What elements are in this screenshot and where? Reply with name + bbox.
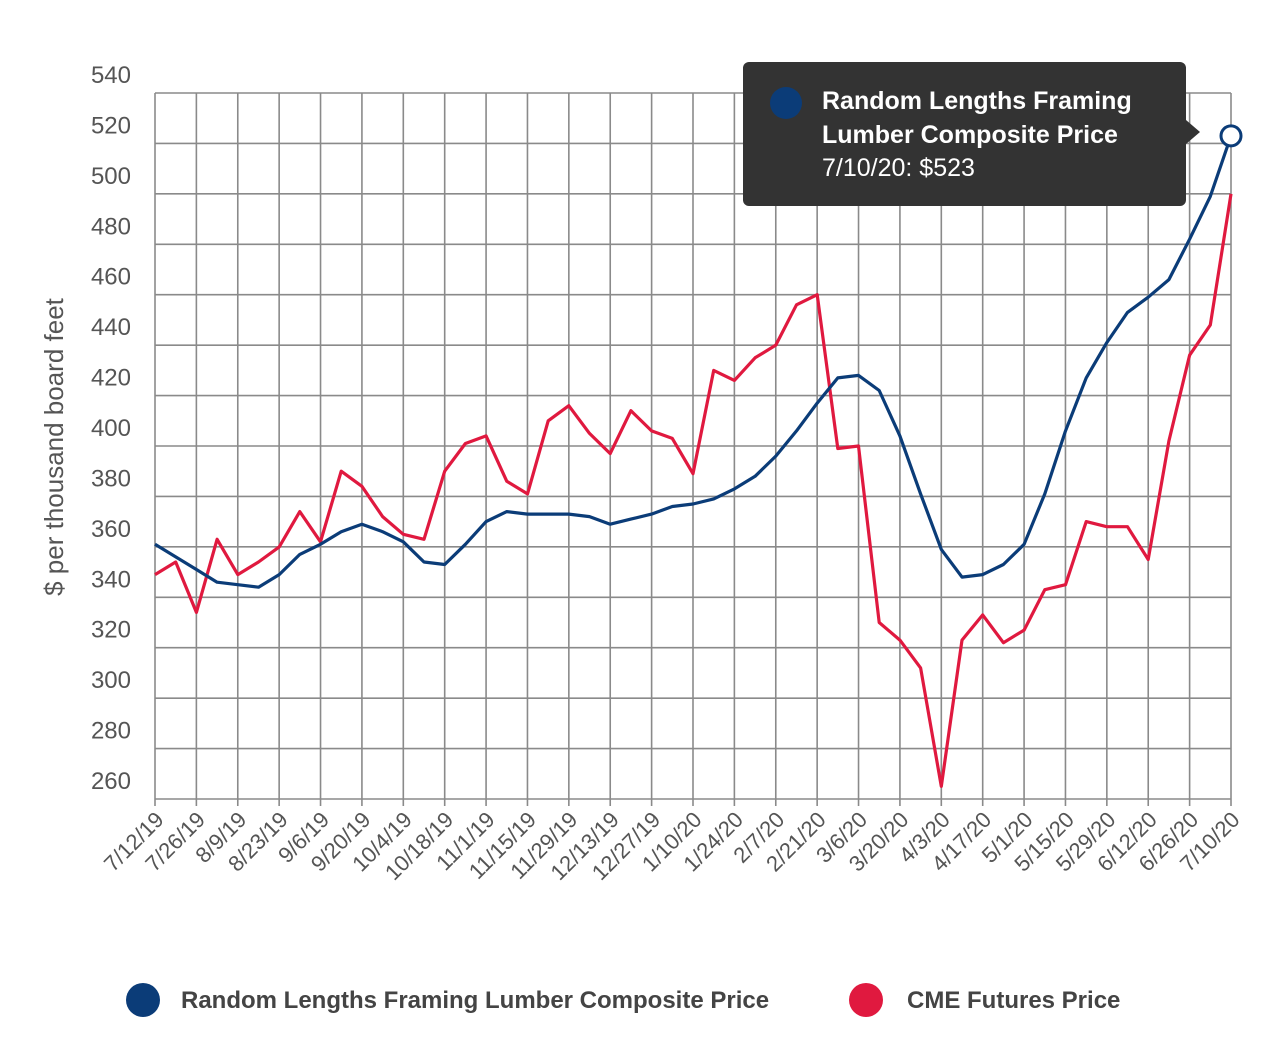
- y-tick-label: 420: [91, 365, 131, 392]
- y-tick-label: 480: [91, 213, 131, 240]
- y-axis-label: $ per thousand board feet: [39, 297, 69, 596]
- tooltip-series-marker: [770, 87, 802, 119]
- tooltip-title-line1: Random Lengths Framing: [822, 87, 1132, 115]
- legend-marker-cme-futures: [849, 983, 883, 1017]
- tooltip-box: [743, 62, 1186, 206]
- tooltip-value: 7/10/20: $523: [822, 154, 975, 182]
- tooltip: Random Lengths Framing Lumber Composite …: [743, 62, 1200, 206]
- y-tick-label: 500: [91, 163, 131, 190]
- legend-item-cme-futures[interactable]: CME Futures Price: [849, 983, 1120, 1017]
- tooltip-title-line2: Lumber Composite Price: [822, 121, 1118, 149]
- legend-label-random-lengths: Random Lengths Framing Lumber Composite …: [181, 987, 769, 1014]
- y-tick-label: 520: [91, 112, 131, 139]
- y-tick-label: 320: [91, 617, 131, 644]
- x-axis-ticks: 7/12/197/26/198/9/198/23/199/6/199/20/19…: [99, 807, 1245, 885]
- series-line-cme-futures: [154, 193, 1233, 789]
- y-tick-label: 260: [91, 768, 131, 795]
- y-tick-label: 360: [91, 516, 131, 543]
- legend-item-random-lengths[interactable]: Random Lengths Framing Lumber Composite …: [126, 983, 769, 1017]
- series-lines: [154, 124, 1243, 789]
- highlighted-point: [1219, 124, 1243, 148]
- tooltip-arrow: [1186, 120, 1200, 144]
- y-tick-label: 380: [91, 465, 131, 492]
- y-tick-label: 400: [91, 415, 131, 442]
- legend-marker-random-lengths: [126, 983, 160, 1017]
- y-tick-label: 440: [91, 314, 131, 341]
- y-tick-label: 300: [91, 667, 131, 694]
- y-tick-label: 340: [91, 566, 131, 593]
- legend: Random Lengths Framing Lumber Composite …: [126, 983, 1120, 1017]
- legend-label-cme-futures: CME Futures Price: [907, 987, 1120, 1014]
- y-tick-label: 460: [91, 264, 131, 291]
- y-tick-label: 280: [91, 718, 131, 745]
- series-line-random-lengths: [154, 135, 1233, 589]
- y-axis-ticks: 260 280 300 320 340 360 380 400 420 440 460 480 500 5…: [91, 62, 131, 795]
- y-tick-label: 540: [91, 62, 131, 89]
